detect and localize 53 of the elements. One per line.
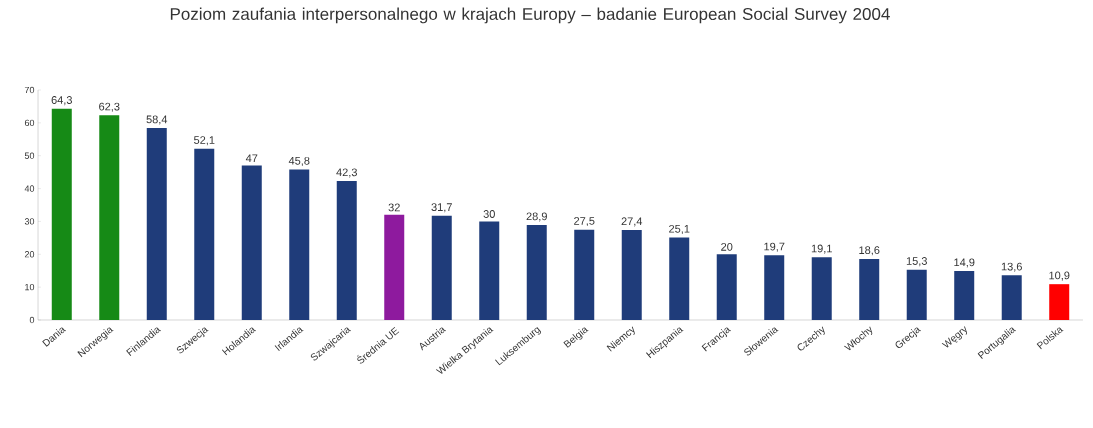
data-label: 64,3 bbox=[51, 96, 72, 106]
y-tick-label: 30 bbox=[24, 218, 35, 225]
data-label: 18,6 bbox=[859, 246, 880, 256]
data-label: 19,7 bbox=[764, 242, 785, 252]
bar bbox=[146, 128, 167, 320]
y-tick-label: 20 bbox=[24, 251, 35, 258]
y-tick-label: 50 bbox=[24, 152, 35, 159]
bar bbox=[859, 258, 880, 320]
data-label: 47 bbox=[245, 154, 258, 163]
data-label: 62,3 bbox=[99, 102, 120, 112]
y-tick-label: 40 bbox=[24, 185, 35, 192]
y-tick-label: 0 bbox=[29, 316, 35, 324]
bar bbox=[1001, 275, 1022, 320]
data-label: 58,4 bbox=[146, 115, 168, 125]
data-label: 31,7 bbox=[431, 203, 452, 213]
bar bbox=[194, 148, 215, 320]
bar bbox=[764, 255, 785, 320]
bar bbox=[1049, 284, 1070, 320]
bar bbox=[811, 257, 832, 320]
y-tick-label: 70 bbox=[24, 86, 35, 94]
data-label: 27,5 bbox=[574, 217, 595, 227]
bar bbox=[906, 269, 927, 320]
bar bbox=[51, 108, 72, 320]
bar bbox=[621, 229, 642, 320]
data-label: 15,3 bbox=[906, 257, 927, 267]
data-label: 20 bbox=[721, 242, 733, 251]
bar bbox=[241, 165, 262, 320]
bar bbox=[479, 221, 500, 320]
bar bbox=[336, 181, 357, 320]
chart-title: Poziom zaufania interpersonalnego w krajach Europy – badanie European Social Survey 2004 bbox=[170, 7, 890, 24]
data-label: 14,9 bbox=[954, 258, 975, 268]
data-label: 45,8 bbox=[288, 156, 310, 166]
bar bbox=[526, 225, 547, 320]
y-tick-label: 10 bbox=[25, 283, 35, 291]
bar bbox=[431, 215, 452, 320]
data-label: 13,6 bbox=[1001, 262, 1022, 272]
data-label: 52,1 bbox=[193, 136, 215, 146]
data-label: 10,9 bbox=[1049, 271, 1070, 281]
bar bbox=[954, 271, 975, 320]
data-label: 27,4 bbox=[621, 217, 643, 227]
data-label: 30 bbox=[483, 210, 495, 218]
data-label: 25,1 bbox=[669, 224, 690, 234]
bar bbox=[384, 214, 405, 320]
y-tick-label: 60 bbox=[24, 119, 35, 127]
bar bbox=[99, 115, 120, 320]
data-label: 28,9 bbox=[526, 212, 547, 222]
data-label: 32 bbox=[388, 203, 400, 212]
data-label: 42,3 bbox=[336, 168, 357, 178]
bar bbox=[716, 254, 737, 320]
data-label: 19,1 bbox=[811, 244, 832, 254]
bar bbox=[574, 229, 595, 320]
bar bbox=[289, 169, 310, 320]
bar bbox=[669, 237, 690, 320]
